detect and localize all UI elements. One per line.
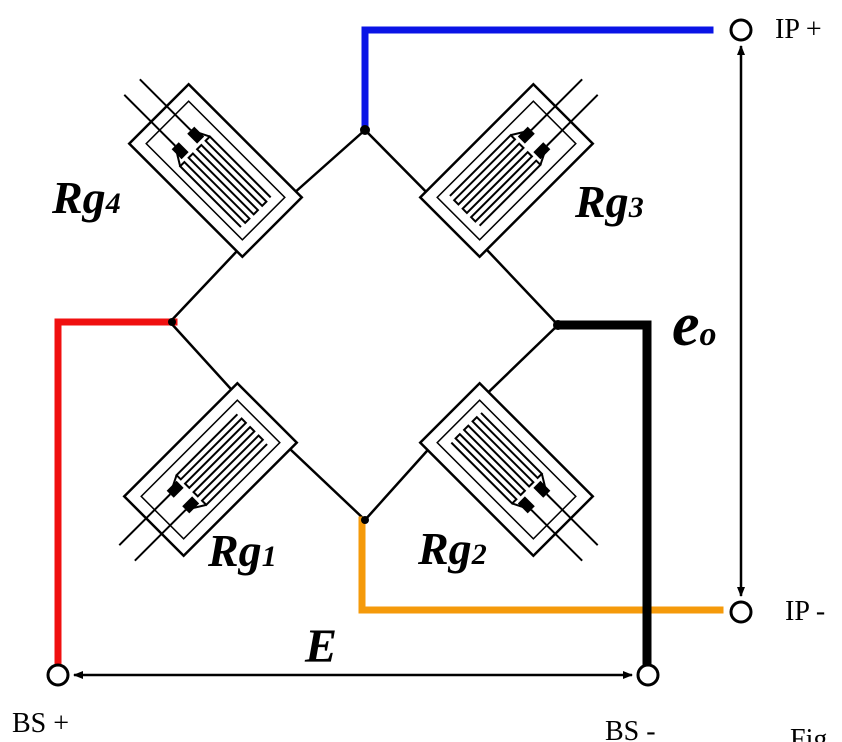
node-right [553,320,563,330]
bs-plus-label: BS + [12,708,69,739]
terminal-bs-minus [636,663,660,687]
figure-caption-fragment: Fig [790,724,827,742]
ip-plus-wire [361,26,714,134]
excitation-label: E [304,620,337,673]
output-voltage-label: eo [672,291,717,359]
ip-minus-label: IP - [785,596,825,627]
gauge-label-rg2: Rg2 [417,523,487,574]
gauge-label-rg4: Rg4 [51,172,121,223]
bs-minus-wire [553,320,652,670]
strain-gauge-rg4 [101,56,304,259]
bs-minus-label: BS - [605,716,656,742]
node-top [360,125,370,135]
terminal-ip-plus [729,18,753,42]
bs-plus-wire [54,318,178,666]
node-bottom [361,516,369,524]
node-left [168,318,176,326]
ip-minus-wire [358,516,724,614]
gauge-label-rg1: Rg1 [207,525,277,576]
ip-plus-label: IP + [775,14,822,45]
gauge-label-rg3: Rg3 [574,176,644,227]
terminal-ip-minus [729,600,753,624]
terminal-bs-plus [46,663,70,687]
